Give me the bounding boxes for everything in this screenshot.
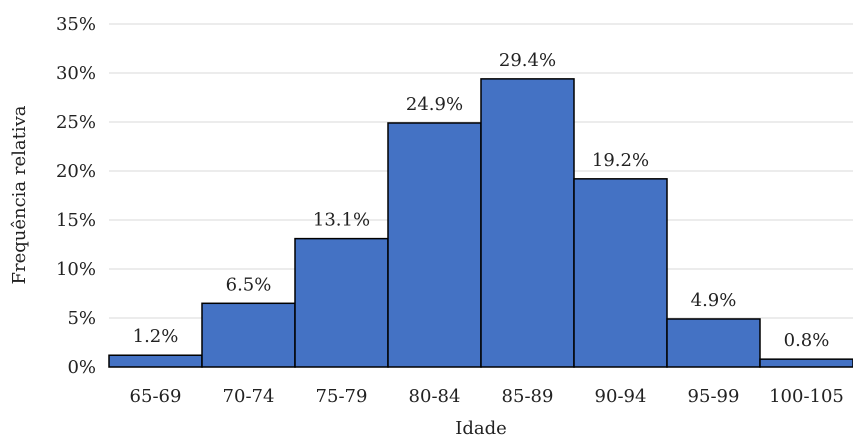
bar-90-94: [573, 178, 668, 368]
data-label: 19.2%: [592, 150, 649, 171]
x-tick-label: 70-74: [223, 386, 275, 407]
x-tick-label: 85-89: [502, 386, 554, 407]
x-tick-label: 80-84: [409, 386, 461, 407]
y-axis-title: Frequência relativa: [9, 105, 30, 284]
y-tick-label: 25%: [56, 112, 96, 133]
y-tick-label: 15%: [56, 210, 96, 231]
x-tick-label: 90-94: [595, 386, 647, 407]
x-axis-ticks: 65-69 70-74 75-79 80-84 85-89 90-94 95-99 100-1…: [130, 386, 844, 407]
y-tick-label: 35%: [56, 14, 96, 35]
y-tick-label: 10%: [56, 259, 96, 280]
data-label: 24.9%: [406, 94, 463, 115]
y-tick-label: 30%: [56, 63, 96, 84]
x-tick-label: 100-105: [769, 386, 844, 407]
data-label: 29.4%: [499, 50, 556, 71]
bar-80-84: [387, 122, 482, 368]
data-label: 1.2%: [133, 326, 179, 347]
data-labels: 1.2% 6.5% 13.1% 24.9% 29.4% 19.2% 4.9% 0.8%: [133, 50, 830, 351]
data-label: 13.1%: [313, 210, 370, 231]
y-tick-label: 20%: [56, 161, 96, 182]
x-tick-label: 95-99: [688, 386, 740, 407]
bars: [108, 78, 853, 368]
x-tick-label: 65-69: [130, 386, 182, 407]
data-label: 0.8%: [784, 330, 830, 351]
bar-95-99: [666, 318, 761, 368]
bar-75-79: [294, 237, 389, 368]
bar-85-89: [480, 78, 575, 368]
bar-65-69: [108, 354, 203, 368]
x-tick-label: 75-79: [316, 386, 368, 407]
bar-100-105: [759, 358, 853, 368]
data-label: 6.5%: [226, 274, 272, 295]
y-axis-ticks: 0% 5% 10% 15% 20% 25% 30% 35%: [56, 14, 96, 378]
data-label: 4.9%: [691, 290, 737, 311]
bar-70-74: [201, 302, 296, 368]
y-tick-label: 5%: [67, 308, 96, 329]
y-tick-label: 0%: [67, 357, 96, 378]
x-axis-title: Idade: [455, 418, 507, 439]
